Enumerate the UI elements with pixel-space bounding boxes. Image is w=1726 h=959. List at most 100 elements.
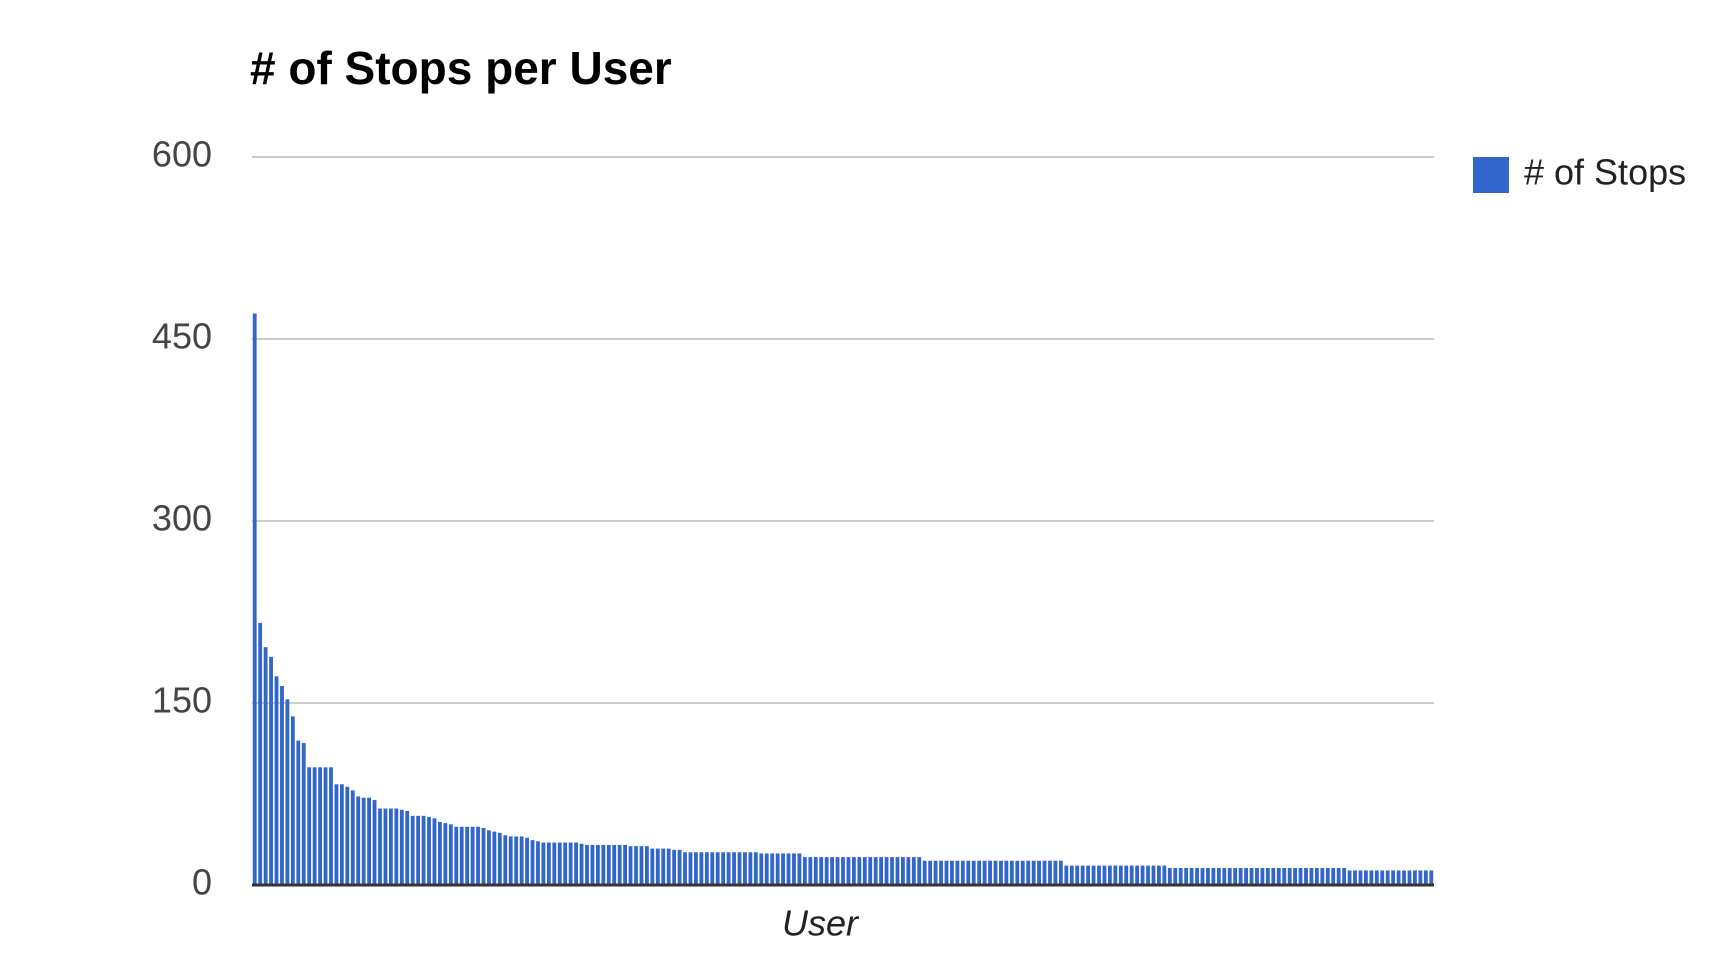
bar	[988, 860, 992, 885]
bar	[906, 857, 911, 885]
bar	[1287, 868, 1292, 885]
bar	[410, 815, 415, 885]
bar	[846, 857, 851, 885]
bar	[568, 842, 573, 885]
bar	[269, 656, 273, 885]
bar	[884, 857, 889, 885]
bar	[732, 852, 736, 885]
bar	[318, 767, 322, 885]
bar	[802, 857, 807, 885]
bar	[1037, 860, 1041, 885]
bar	[1075, 865, 1080, 885]
bar	[1347, 870, 1352, 885]
bar	[764, 853, 769, 885]
y-tick-label: 150	[152, 680, 212, 721]
bar	[427, 817, 431, 885]
bar	[851, 857, 856, 885]
bar	[350, 790, 355, 885]
bar	[1304, 868, 1308, 885]
bar	[1069, 865, 1074, 885]
bar	[1080, 865, 1085, 885]
bar	[993, 860, 998, 885]
bar	[1429, 870, 1434, 885]
bar	[1162, 865, 1167, 885]
bar	[617, 844, 622, 885]
bar	[1157, 865, 1161, 885]
bar	[563, 842, 568, 885]
bar	[1238, 868, 1243, 885]
bar	[448, 824, 453, 885]
y-tick-label: 0	[192, 862, 212, 903]
bar	[792, 853, 796, 885]
bar	[1369, 870, 1374, 885]
bar	[1407, 870, 1412, 885]
bar	[928, 860, 933, 885]
bar	[786, 853, 791, 885]
bar	[1282, 868, 1287, 885]
bar	[999, 860, 1003, 885]
bar	[1260, 868, 1265, 885]
bar	[1374, 870, 1379, 885]
bar	[1233, 868, 1238, 885]
bar	[1353, 870, 1357, 885]
bar	[481, 827, 486, 885]
bar	[1342, 868, 1347, 885]
bar	[1265, 868, 1270, 885]
bar	[530, 840, 535, 885]
bar	[438, 821, 442, 885]
bar	[797, 853, 802, 885]
bar	[301, 743, 306, 885]
bar	[1058, 860, 1063, 885]
bar	[1042, 860, 1047, 885]
bar	[1314, 868, 1319, 885]
bar	[775, 853, 780, 885]
bar	[1298, 868, 1303, 885]
bar	[421, 815, 426, 885]
bar	[1249, 868, 1254, 885]
bar	[470, 826, 475, 885]
bar	[639, 846, 644, 885]
bar	[383, 808, 388, 885]
bar	[339, 784, 344, 885]
bar	[939, 860, 943, 885]
bar	[890, 857, 894, 885]
bar	[290, 716, 295, 885]
bar	[933, 860, 938, 885]
bar	[405, 810, 410, 885]
bar	[329, 767, 333, 885]
bar	[715, 852, 720, 885]
bar	[1402, 870, 1406, 885]
bar	[862, 857, 867, 885]
bar	[1026, 860, 1031, 885]
bar	[492, 831, 497, 885]
bar	[781, 853, 785, 885]
bar	[590, 844, 595, 885]
bar	[748, 852, 753, 885]
bar	[1276, 868, 1281, 885]
bar	[721, 852, 726, 885]
bar	[285, 699, 290, 885]
bar	[546, 842, 551, 885]
bar	[1206, 868, 1210, 885]
bar	[743, 852, 747, 885]
bar	[1396, 870, 1401, 885]
bar	[1151, 865, 1156, 885]
bar	[666, 848, 671, 885]
bar	[514, 836, 519, 885]
bar	[824, 857, 829, 885]
bar	[454, 826, 459, 885]
bar	[503, 835, 508, 885]
bar	[1004, 860, 1009, 885]
bar	[623, 844, 628, 885]
bar	[1135, 865, 1140, 885]
bar	[813, 857, 818, 885]
bar	[917, 857, 922, 885]
bar	[1358, 870, 1363, 885]
bar	[1020, 860, 1025, 885]
bar	[1423, 870, 1428, 885]
bar	[1113, 865, 1118, 885]
bar	[280, 686, 284, 885]
bar	[1222, 868, 1227, 885]
bar	[1244, 868, 1248, 885]
